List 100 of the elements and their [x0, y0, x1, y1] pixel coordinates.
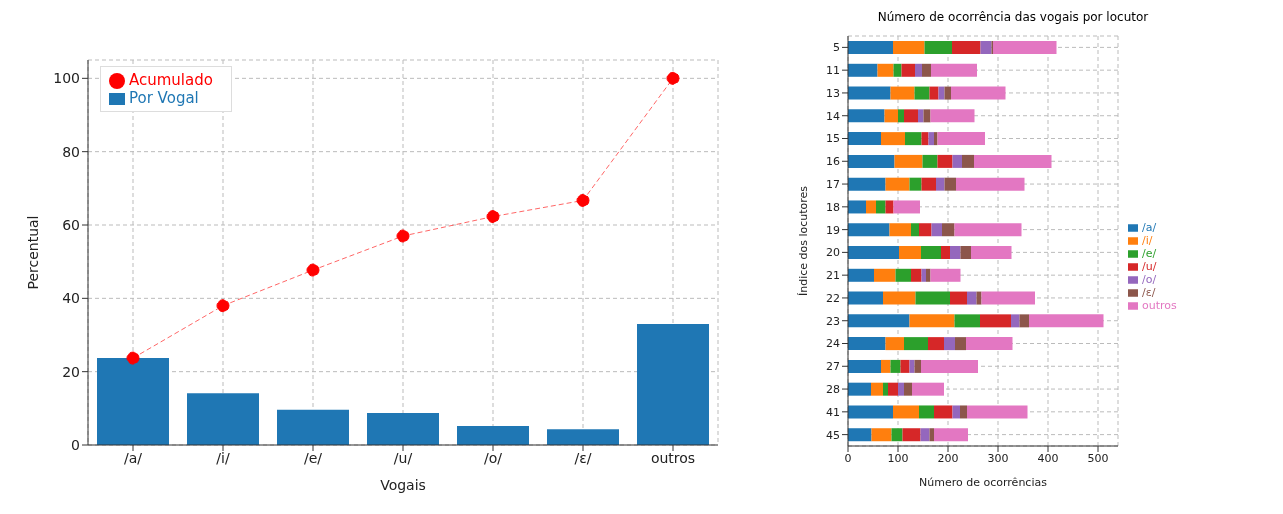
y-axis-title: Percentual	[24, 215, 41, 290]
legend-label: /a/	[1142, 220, 1157, 234]
point	[306, 263, 320, 277]
bar	[924, 41, 952, 55]
bar	[904, 337, 928, 351]
bar	[904, 382, 912, 396]
bar	[941, 246, 950, 260]
bar	[898, 109, 904, 123]
bar	[922, 63, 931, 77]
y-tick-label: 5	[833, 41, 840, 55]
bar	[893, 200, 920, 214]
x-tick-label: 200	[937, 451, 959, 465]
bar	[980, 41, 992, 55]
legend-label: /u/	[1142, 259, 1157, 273]
bar	[893, 63, 902, 77]
bar	[960, 405, 967, 419]
bar	[1019, 314, 1029, 328]
bar	[955, 337, 966, 351]
bar	[911, 223, 919, 237]
bar	[893, 41, 925, 55]
bar	[874, 268, 896, 282]
bar	[848, 177, 886, 191]
bar	[848, 63, 878, 77]
bar	[848, 337, 886, 351]
bar	[944, 86, 951, 100]
bar	[909, 177, 922, 191]
x-tick-label: /u/	[393, 449, 413, 466]
bar	[909, 359, 915, 373]
bar	[890, 86, 915, 100]
x-axis-title: Vogais	[380, 477, 426, 493]
x-tick-label: /i/	[216, 449, 230, 466]
bar	[962, 154, 974, 168]
bar	[942, 223, 955, 237]
bar	[952, 405, 960, 419]
bar	[952, 41, 981, 55]
legend-label: /o/	[1142, 272, 1157, 286]
bar	[950, 246, 961, 260]
bar	[974, 154, 1052, 168]
bar	[883, 382, 888, 396]
y-tick-label: 21	[826, 269, 840, 283]
bar	[956, 177, 1025, 191]
bar	[928, 337, 944, 351]
bar	[905, 132, 922, 146]
bar	[866, 200, 876, 214]
bar	[1029, 314, 1104, 328]
bar	[922, 154, 938, 168]
bar	[899, 246, 921, 260]
bar	[918, 109, 924, 123]
bar	[911, 268, 922, 282]
y-tick-label: 15	[826, 132, 840, 146]
y-tick-label: 0	[71, 436, 80, 453]
bar	[890, 359, 901, 373]
point	[666, 71, 680, 85]
y-tick-label: 45	[826, 428, 840, 442]
bar	[848, 154, 895, 168]
bar	[928, 132, 934, 146]
bar	[848, 405, 893, 419]
bar	[938, 86, 945, 100]
bar	[919, 223, 932, 237]
y-tick-label: 40	[62, 290, 80, 307]
bar	[934, 132, 938, 146]
bar	[848, 382, 871, 396]
x-tick-label: 500	[1087, 451, 1109, 465]
bar	[931, 63, 977, 77]
bar	[920, 428, 930, 442]
bar	[848, 268, 874, 282]
bar	[871, 382, 883, 396]
bar	[966, 337, 1013, 351]
x-tick-label: /o/	[484, 449, 503, 466]
bar	[914, 359, 921, 373]
bar	[919, 405, 934, 419]
point	[216, 299, 230, 313]
bar	[929, 86, 939, 100]
x-tick-label: 400	[1037, 451, 1059, 465]
y-tick-label: 14	[826, 109, 840, 123]
y-tick-label: 23	[826, 314, 840, 328]
bar	[967, 405, 1028, 419]
bar	[944, 177, 956, 191]
bar	[848, 428, 872, 442]
bar	[934, 405, 953, 419]
bar	[848, 223, 890, 237]
y-tick-label: 20	[62, 363, 80, 380]
bar	[848, 132, 881, 146]
bar	[889, 223, 911, 237]
x-tick-label: outros	[650, 449, 696, 466]
bar	[883, 291, 916, 305]
bar	[921, 246, 941, 260]
bar	[926, 268, 931, 282]
y-tick-label: 28	[826, 382, 840, 396]
legend-label: /e/	[1142, 246, 1157, 260]
bar	[967, 291, 977, 305]
y-tick-label: 20	[826, 246, 840, 260]
bar	[915, 291, 950, 305]
y-tick-label: 11	[826, 64, 840, 78]
bar	[909, 314, 955, 328]
bar	[848, 291, 883, 305]
y-tick-label: 41	[826, 405, 840, 419]
legend-label: /i/	[1142, 233, 1153, 247]
bar	[951, 86, 1006, 100]
point	[486, 210, 500, 224]
